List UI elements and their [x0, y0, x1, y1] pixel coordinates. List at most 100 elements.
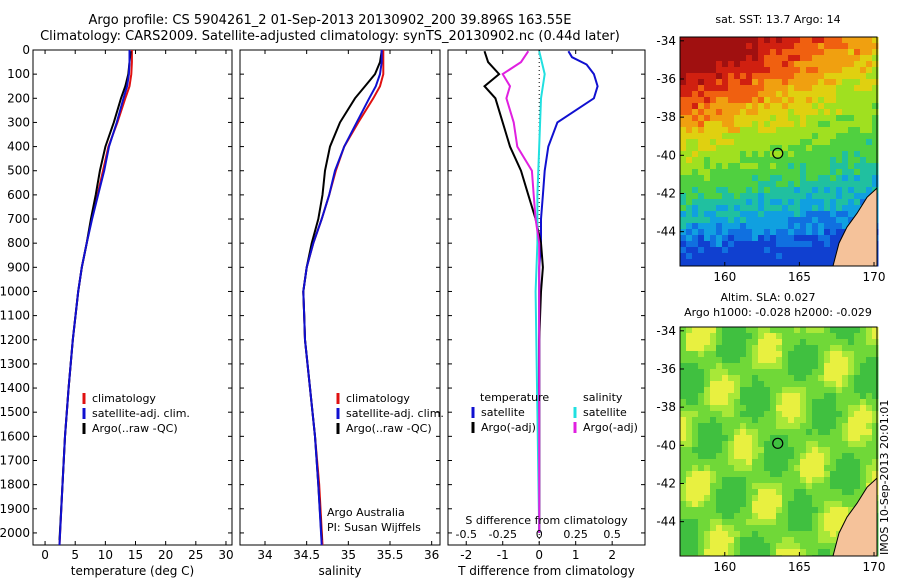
map-cell — [686, 199, 693, 206]
map-cell — [848, 429, 855, 436]
map-cell — [680, 519, 687, 526]
map-cell — [764, 151, 771, 158]
map-cell — [872, 405, 879, 412]
map-cell — [830, 369, 837, 376]
map-cell — [686, 193, 693, 200]
map-cell — [776, 55, 783, 62]
map-cell — [722, 247, 729, 254]
map-cell — [698, 259, 705, 266]
map-cell — [692, 139, 699, 146]
map-cell — [794, 495, 801, 502]
map-cell — [788, 235, 795, 242]
map-cell — [716, 459, 723, 466]
map-cell — [770, 91, 777, 98]
map-cell — [824, 49, 831, 56]
map-cell — [788, 223, 795, 230]
map-cell — [770, 489, 777, 496]
map-cell — [872, 465, 879, 472]
map-cell — [818, 259, 825, 266]
map-cell — [848, 393, 855, 400]
map-cell — [776, 43, 783, 50]
map-cell — [830, 49, 837, 56]
map-cell — [812, 519, 819, 526]
y-tick-label: 1300 — [0, 357, 30, 371]
map-cell — [776, 49, 783, 56]
map-cell — [764, 67, 771, 74]
map-cell — [686, 483, 693, 490]
map-cell — [776, 339, 783, 346]
map-cell — [764, 169, 771, 176]
map-cell — [764, 519, 771, 526]
map-cell — [704, 513, 711, 520]
map-cell — [830, 525, 837, 532]
map-cell — [740, 507, 747, 514]
map-cell — [770, 375, 777, 382]
map-cell — [752, 175, 759, 182]
map-cell — [872, 61, 879, 68]
map-cell — [872, 127, 879, 134]
map-cell — [872, 145, 879, 152]
map-cell — [860, 157, 867, 164]
map-cell — [800, 211, 807, 218]
map-cell — [710, 79, 717, 86]
map-cell — [770, 43, 777, 50]
map-cell — [806, 103, 813, 110]
map-cell — [686, 363, 693, 370]
map-cell — [746, 85, 753, 92]
map-cell — [722, 501, 729, 508]
map-cell — [776, 79, 783, 86]
map-cell — [770, 73, 777, 80]
map-cell — [740, 441, 747, 448]
map-cell — [728, 447, 735, 454]
map-cell — [692, 211, 699, 218]
map-cell — [746, 139, 753, 146]
map-cell — [764, 235, 771, 242]
map-cell — [854, 327, 861, 334]
map-cell — [866, 91, 873, 98]
plot-frame — [447, 49, 646, 546]
map-cell — [686, 37, 693, 44]
top-tick-label: 0 — [536, 528, 543, 541]
map-cell — [728, 405, 735, 412]
map-cell — [740, 435, 747, 442]
x-axis-label: temperature (deg C) — [71, 564, 194, 578]
map-cell — [824, 357, 831, 364]
map-cell — [710, 453, 717, 460]
map-cell — [770, 193, 777, 200]
map-cell — [722, 351, 729, 358]
map-cell — [680, 157, 687, 164]
map-cell — [686, 91, 693, 98]
map-cell — [824, 477, 831, 484]
map-cell — [812, 405, 819, 412]
map-cell — [740, 235, 747, 242]
map-cell — [830, 217, 837, 224]
map-cell — [776, 241, 783, 248]
map-cell — [770, 531, 777, 538]
sst-map-panel: sat. SST: 13.7 Argo: 14-34-36-38-40-42-4… — [656, 13, 885, 284]
map-cell — [758, 115, 765, 122]
map-cell — [734, 369, 741, 376]
map-cell — [752, 109, 759, 116]
map-cell — [680, 477, 687, 484]
map-cell — [758, 241, 765, 248]
map-cell — [806, 217, 813, 224]
map-cell — [752, 327, 759, 334]
map-cell — [740, 79, 747, 86]
map-cell — [770, 429, 777, 436]
map-cell — [698, 133, 705, 140]
map-cell — [746, 465, 753, 472]
map-cell — [854, 61, 861, 68]
map-cell — [806, 357, 813, 364]
map-cell — [836, 393, 843, 400]
map-cell — [818, 55, 825, 62]
map-cell — [824, 447, 831, 454]
map-cell — [740, 459, 747, 466]
map-cell — [782, 217, 789, 224]
map-cell — [758, 465, 765, 472]
map-cell — [686, 399, 693, 406]
map-cell — [710, 163, 717, 170]
map-cell — [728, 513, 735, 520]
map-cell — [872, 423, 879, 430]
map-cell — [770, 109, 777, 116]
y-tick-label: 200 — [7, 91, 30, 105]
